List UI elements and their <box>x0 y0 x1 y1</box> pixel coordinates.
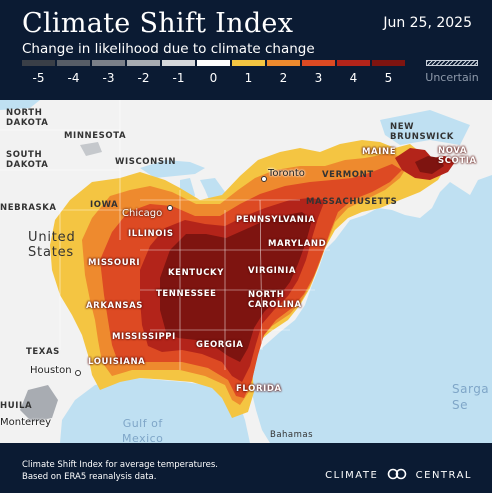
scale-swatch <box>127 60 160 66</box>
climate-shift-map[interactable]: NORTH DAKOTA MINNESOTA SOUTH DAKOTA WISC… <box>0 100 492 445</box>
label-chicago: Chicago <box>122 208 163 219</box>
csi-level-5-region <box>160 212 312 362</box>
scale-tick-label: 1 <box>244 71 253 85</box>
label-texas: TEXAS <box>26 347 60 357</box>
label-vermont: VERMONT <box>322 170 374 180</box>
scale-swatch <box>232 60 265 66</box>
label-massachusetts: MASSACHUSETTS <box>306 197 398 207</box>
houston-marker <box>75 370 81 376</box>
lake-superior <box>140 160 205 178</box>
label-north-carolina: NORTH CAROLINA <box>248 290 302 310</box>
label-nova-scotia: NOVA SCOTIA <box>438 146 477 166</box>
label-south-dakota: SOUTH DAKOTA <box>6 150 49 170</box>
label-georgia: GEORGIA <box>196 340 244 350</box>
footnote-line-2: Based on ERA5 reanalysis data. <box>22 472 157 482</box>
state-borders <box>0 100 330 370</box>
footnote: Climate Shift Index for average temperat… <box>22 459 218 483</box>
brand-left-text: CLIMATE <box>325 470 379 481</box>
label-louisiana: LOUISIANA <box>88 357 146 367</box>
uncertain-patch-west <box>20 385 58 422</box>
scale-tick-label: 5 <box>384 71 393 85</box>
label-nebraska: NEBRASKA <box>0 203 57 213</box>
label-tennessee: TENNESSEE <box>156 289 217 299</box>
scale-swatch <box>57 60 90 66</box>
gulf-of-mexico <box>60 378 250 443</box>
hudson-bay-edge <box>0 100 40 110</box>
scale-tick-label: -5 <box>32 71 45 85</box>
label-new-brunswick: NEW BRUNSWICK <box>390 122 454 142</box>
label-pennsylvania: PENNSYLVANIA <box>236 215 316 225</box>
label-iowa: IOWA <box>90 200 119 210</box>
brand-mark-icon <box>387 468 407 480</box>
scale-swatch <box>337 60 370 66</box>
header: Climate Shift Index Jun 25, 2025 Change … <box>0 0 492 100</box>
label-maryland: MARYLAND <box>268 239 327 249</box>
page-subtitle: Change in likelihood due to climate chan… <box>22 41 315 57</box>
label-mississippi: MISSISSIPPI <box>112 332 176 342</box>
scale-tick-label: 3 <box>314 71 323 85</box>
label-illinois: ILLINOIS <box>128 229 174 239</box>
label-monterrey: Monterrey <box>0 417 52 428</box>
label-coahuila: HUILA <box>0 401 33 411</box>
map-graphic <box>0 100 492 443</box>
label-maine: MAINE <box>362 147 397 157</box>
scale-swatch <box>372 60 405 66</box>
scale-tick-label: -2 <box>137 71 150 85</box>
map-date: Jun 25, 2025 <box>383 15 472 31</box>
label-gulf-of-mexico: Gulf of Mexico <box>122 417 164 445</box>
uncertain-label: Uncertain <box>425 71 479 84</box>
brand-right-text: CENTRAL <box>415 470 472 481</box>
chicago-marker <box>167 205 173 211</box>
scale-tick-label: -3 <box>102 71 115 85</box>
label-north-dakota: NORTH DAKOTA <box>6 108 49 128</box>
scale-swatch <box>197 60 230 66</box>
label-minnesota: MINNESOTA <box>64 131 127 141</box>
color-scale-legend: -5 -4 -3 -2 -1 0 1 2 3 4 5 Uncertain <box>22 60 480 90</box>
scale-swatch <box>92 60 125 66</box>
label-united-states: United States <box>28 230 76 260</box>
gulf-st-lawrence <box>380 110 470 145</box>
scale-tick-label: 4 <box>349 71 358 85</box>
page-title: Climate Shift Index <box>22 8 294 39</box>
scale-swatch <box>22 60 55 66</box>
label-florida: FLORIDA <box>236 384 282 394</box>
scale-tick-label: -4 <box>67 71 80 85</box>
label-missouri: MISSOURI <box>88 258 141 268</box>
uncertain-swatch <box>426 60 478 66</box>
atlantic-ocean <box>248 175 492 443</box>
scale-tick-label: 2 <box>279 71 288 85</box>
scale-swatch <box>267 60 300 66</box>
label-sargasso-sea: Sarga Se <box>452 382 490 412</box>
label-wisconsin: WISCONSIN <box>115 157 177 167</box>
scale-swatch <box>302 60 335 66</box>
label-kentucky: KENTUCKY <box>168 268 224 278</box>
label-bahamas: Bahamas <box>270 430 314 440</box>
label-virginia: VIRGINIA <box>248 266 297 276</box>
footnote-line-1: Climate Shift Index for average temperat… <box>22 460 218 470</box>
uncertain-patch-north <box>80 142 102 156</box>
toronto-marker <box>261 176 267 182</box>
label-toronto: Toronto <box>268 168 305 179</box>
footer: Climate Shift Index for average temperat… <box>0 443 492 493</box>
csi-nova-scotia-hotspot <box>415 156 444 174</box>
scale-tick-label: -1 <box>172 71 185 85</box>
scale-swatch <box>162 60 195 66</box>
brand-logo[interactable]: CLIMATE CENTRAL <box>325 468 472 481</box>
scale-tick-label: 0 <box>209 71 218 85</box>
label-houston: Houston <box>30 365 72 376</box>
label-arkansas: ARKANSAS <box>86 301 144 311</box>
